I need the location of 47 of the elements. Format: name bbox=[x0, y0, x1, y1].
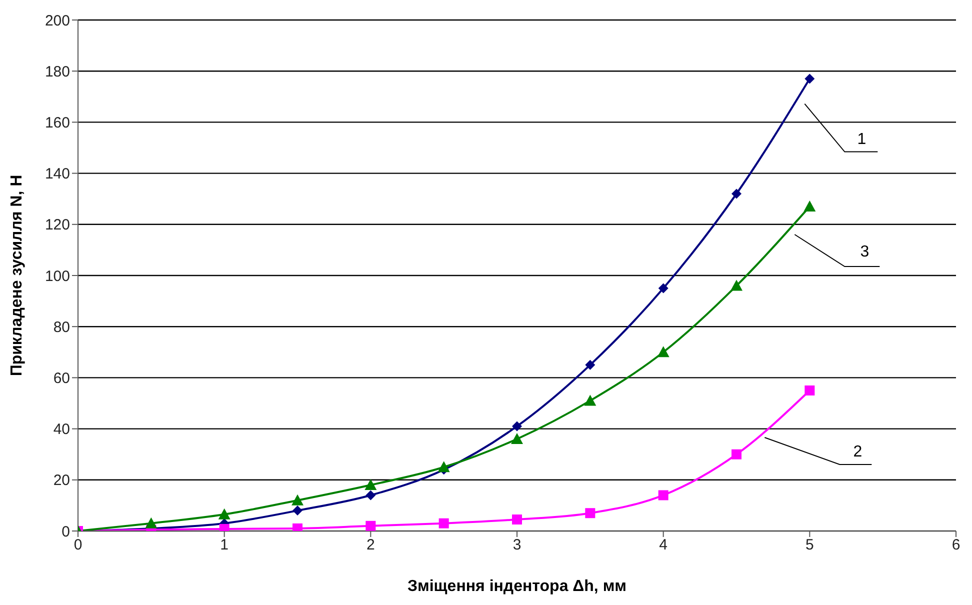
point bbox=[366, 490, 376, 500]
point bbox=[730, 280, 742, 291]
text: 3 bbox=[860, 244, 870, 261]
y-tick-label: 0 bbox=[62, 523, 70, 540]
y-tick-label: 200 bbox=[44, 12, 70, 30]
point bbox=[218, 508, 230, 520]
text: 2 bbox=[853, 443, 862, 460]
y-tick-label: 80 bbox=[53, 318, 70, 336]
x-tick-label: 2 bbox=[366, 536, 375, 554]
y-tick-label: 120 bbox=[44, 216, 70, 234]
point bbox=[292, 506, 302, 516]
y-tick-label: 40 bbox=[53, 421, 70, 438]
x-tick-label: 0 bbox=[74, 536, 82, 554]
x-axis-title: Зміщення індентора Δh, мм bbox=[408, 578, 626, 595]
point bbox=[438, 518, 449, 528]
point bbox=[512, 421, 522, 432]
x-tick-label: 5 bbox=[805, 536, 814, 554]
point bbox=[657, 346, 670, 358]
point bbox=[292, 494, 304, 506]
point bbox=[732, 188, 742, 199]
x-tick-label: 4 bbox=[659, 536, 668, 554]
point bbox=[145, 517, 158, 528]
x-tick-label: 1 bbox=[220, 536, 229, 554]
point bbox=[658, 283, 668, 294]
point bbox=[584, 394, 596, 406]
y-axis-title: Прикладене зусилля N, Н bbox=[8, 174, 26, 376]
point bbox=[364, 479, 377, 490]
y-tick-label: 100 bbox=[44, 268, 70, 285]
point bbox=[366, 520, 376, 531]
y-tick-label: 20 bbox=[53, 472, 70, 490]
point bbox=[585, 360, 596, 370]
point bbox=[438, 461, 450, 472]
point bbox=[732, 449, 742, 460]
y-tick-label: 60 bbox=[53, 370, 70, 388]
point bbox=[512, 514, 522, 525]
y-tick-label: 180 bbox=[44, 63, 70, 80]
point bbox=[804, 385, 815, 396]
point bbox=[804, 200, 816, 212]
point bbox=[511, 433, 523, 444]
point bbox=[585, 508, 596, 518]
x-tick-label: 6 bbox=[952, 536, 960, 554]
x-tick-label: 3 bbox=[512, 536, 522, 554]
y-tick-label: 140 bbox=[44, 166, 70, 183]
point bbox=[804, 74, 815, 84]
point bbox=[658, 490, 668, 500]
text: 1 bbox=[857, 130, 866, 148]
y-tick-label: 160 bbox=[44, 114, 70, 132]
